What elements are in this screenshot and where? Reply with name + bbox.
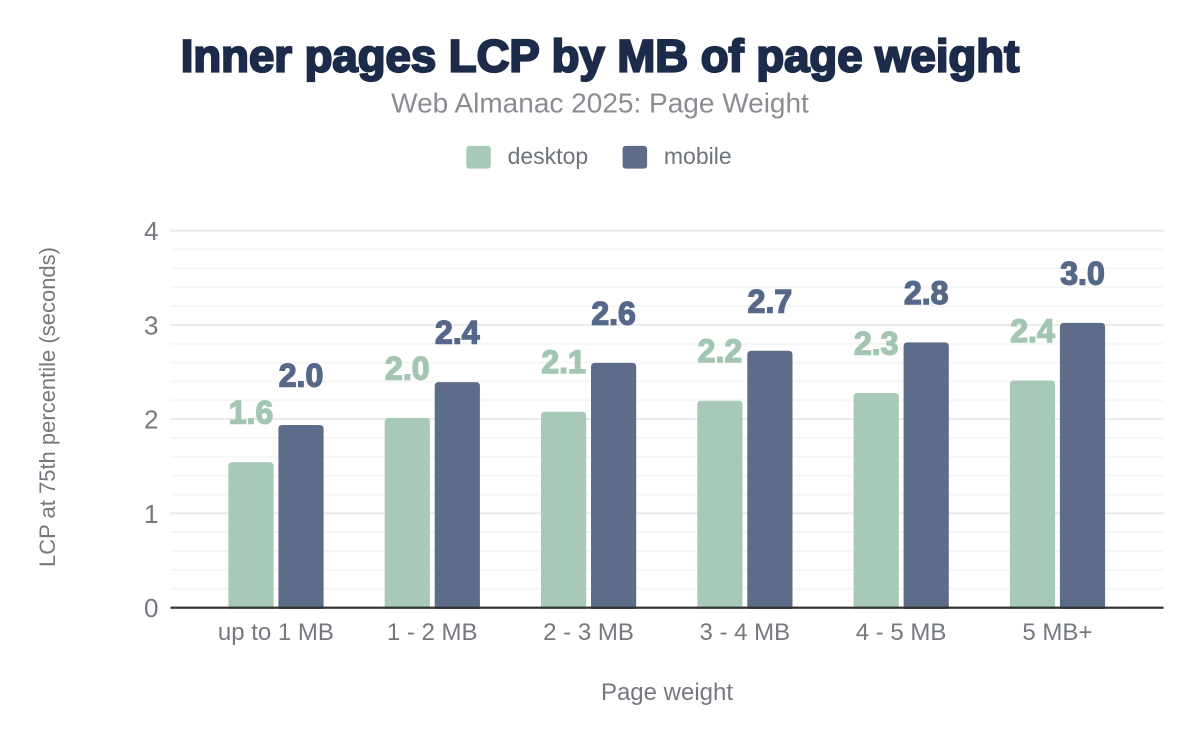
svg-text:2.4: 2.4 bbox=[435, 315, 480, 351]
svg-text:5 MB+: 5 MB+ bbox=[1022, 619, 1092, 646]
svg-text:2.0: 2.0 bbox=[385, 350, 429, 386]
svg-text:2.3: 2.3 bbox=[854, 326, 898, 362]
svg-text:LCP at 75th percentile (second: LCP at 75th percentile (seconds) bbox=[35, 247, 60, 567]
svg-text:desktop: desktop bbox=[508, 143, 589, 169]
svg-text:up to 1 MB: up to 1 MB bbox=[218, 619, 334, 646]
svg-text:4 - 5 MB: 4 - 5 MB bbox=[856, 619, 947, 646]
svg-text:2.8: 2.8 bbox=[904, 275, 948, 311]
svg-text:3 - 4 MB: 3 - 4 MB bbox=[699, 619, 790, 646]
svg-text:Web Almanac 2025: Page Weight: Web Almanac 2025: Page Weight bbox=[391, 88, 809, 119]
svg-text:2.4: 2.4 bbox=[1010, 313, 1055, 349]
svg-text:1: 1 bbox=[144, 499, 158, 529]
svg-text:1 - 2 MB: 1 - 2 MB bbox=[387, 619, 478, 646]
svg-text:3.0: 3.0 bbox=[1060, 255, 1104, 291]
svg-text:Page weight: Page weight bbox=[601, 679, 733, 706]
svg-text:0: 0 bbox=[144, 593, 158, 623]
svg-text:2.7: 2.7 bbox=[748, 283, 792, 319]
svg-text:2.6: 2.6 bbox=[591, 295, 635, 331]
svg-text:2.1: 2.1 bbox=[541, 344, 585, 380]
svg-text:2.0: 2.0 bbox=[279, 358, 323, 394]
svg-text:2 - 3 MB: 2 - 3 MB bbox=[543, 619, 634, 646]
svg-text:1.6: 1.6 bbox=[229, 395, 273, 431]
svg-text:2: 2 bbox=[144, 405, 158, 435]
svg-text:mobile: mobile bbox=[664, 143, 732, 169]
svg-text:Inner pages LCP by MB of page: Inner pages LCP by MB of page weight bbox=[181, 31, 1019, 82]
svg-text:2.2: 2.2 bbox=[698, 333, 742, 369]
svg-text:3: 3 bbox=[144, 310, 158, 340]
svg-text:4: 4 bbox=[144, 216, 158, 246]
